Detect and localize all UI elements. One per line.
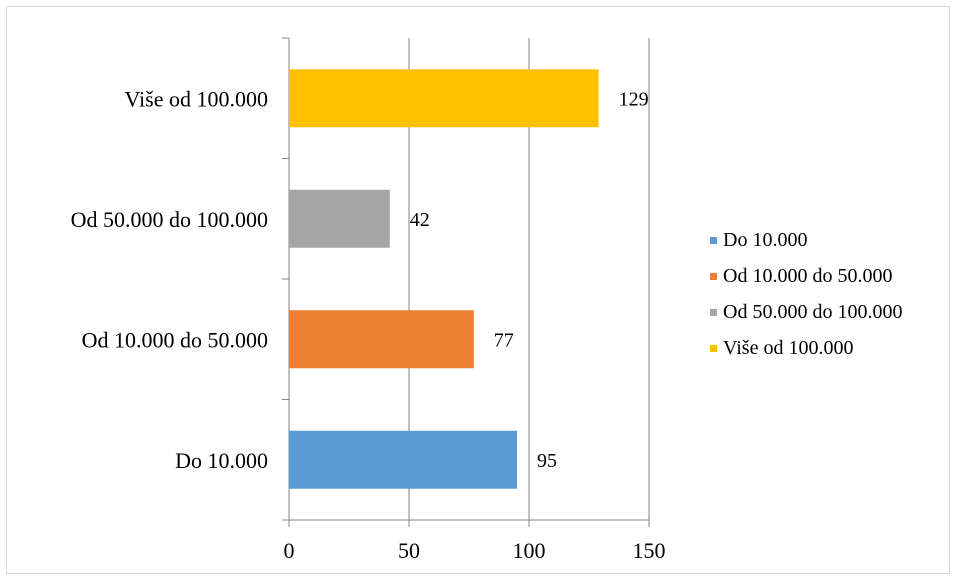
- legend-swatch: [710, 344, 717, 352]
- x-tick-label: 150: [633, 538, 666, 563]
- data-label: 42: [410, 209, 430, 231]
- category-label: Od 50.000 do 100.000: [71, 207, 268, 232]
- bar: [289, 69, 599, 128]
- legend-swatch: [710, 272, 717, 280]
- x-tick-label: 0: [284, 538, 295, 563]
- category-label: Od 10.000 do 50.000: [82, 327, 268, 352]
- legend-item: Od 50.000 do 100.000: [710, 294, 950, 330]
- legend-label: Do 10.000: [723, 228, 808, 251]
- legend-item: Do 10.000: [710, 222, 950, 258]
- legend: Do 10.000 Od 10.000 do 50.000 Od 50.000 …: [710, 222, 950, 366]
- category-label: Do 10.000: [175, 448, 268, 473]
- legend-swatch: [710, 308, 717, 316]
- x-tick-label: 100: [513, 538, 546, 563]
- data-label: 77: [494, 329, 514, 351]
- bar: [289, 310, 474, 369]
- legend-label: Od 50.000 do 100.000: [723, 300, 903, 323]
- bar: [289, 430, 517, 489]
- bar: [289, 189, 390, 248]
- legend-swatch: [710, 236, 717, 244]
- legend-label: Više od 100.000: [723, 336, 854, 359]
- category-label: Više od 100.000: [124, 86, 268, 111]
- legend-item: Više od 100.000: [710, 330, 950, 366]
- legend-item: Od 10.000 do 50.000: [710, 258, 950, 294]
- data-label: 129: [619, 88, 649, 110]
- x-tick-label: 50: [398, 538, 420, 563]
- legend-label: Od 10.000 do 50.000: [723, 264, 893, 287]
- data-label: 95: [537, 450, 557, 472]
